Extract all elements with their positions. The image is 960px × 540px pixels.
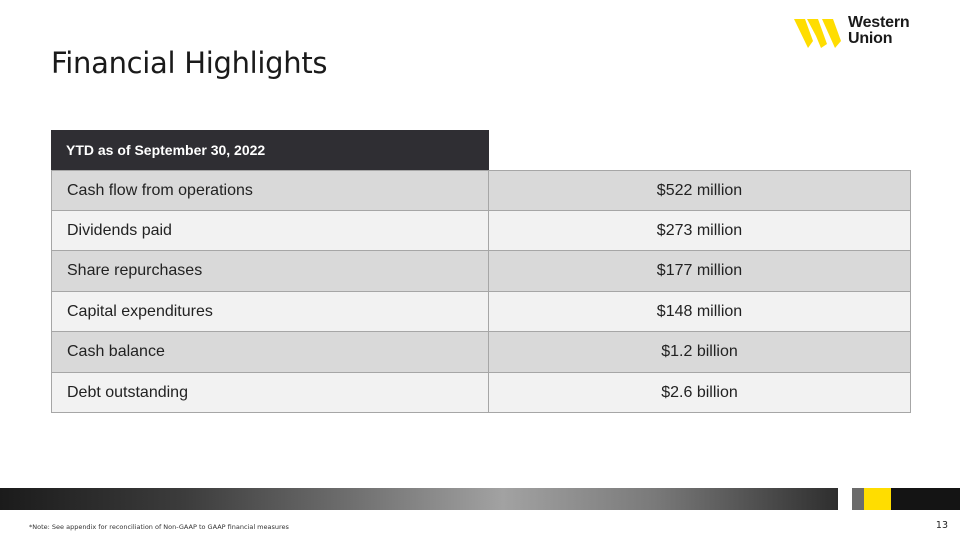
- page-number: 13: [935, 520, 948, 531]
- table-row: Dividends paid $273 million: [51, 210, 911, 251]
- row-value: $1.2 billion: [489, 332, 911, 373]
- row-value: $2.6 billion: [489, 372, 911, 413]
- western-union-w-icon: [794, 19, 841, 48]
- table-header-cell: YTD as of September 30, 2022: [51, 130, 489, 170]
- row-label: Dividends paid: [51, 210, 489, 251]
- table-header-row: YTD as of September 30, 2022: [51, 130, 911, 170]
- table-row: Debt outstanding $2.6 billion: [51, 372, 911, 413]
- financial-highlights-table: YTD as of September 30, 2022 Cash flow f…: [51, 130, 911, 413]
- footnote: *Note: See appendix for reconciliation o…: [29, 523, 289, 531]
- row-value: $273 million: [489, 210, 911, 251]
- table-row: Cash flow from operations $522 million: [51, 170, 911, 211]
- row-label: Capital expenditures: [51, 291, 489, 332]
- table-row: Capital expenditures $148 million: [51, 291, 911, 332]
- row-label: Cash flow from operations: [51, 170, 489, 211]
- row-label: Debt outstanding: [51, 372, 489, 413]
- footer-yellow-block: [864, 488, 891, 510]
- western-union-logo: Western Union: [794, 15, 924, 51]
- logo-wordmark: Western Union: [848, 14, 910, 47]
- logo-line-1: Western: [848, 14, 910, 31]
- row-value: $148 million: [489, 291, 911, 332]
- row-value: $522 million: [489, 170, 911, 211]
- table-row: Share repurchases $177 million: [51, 251, 911, 292]
- logo-line-2: Union: [848, 29, 893, 47]
- slide-title: Financial Highlights: [51, 46, 328, 80]
- footer-grey-block: [852, 488, 864, 510]
- table-row: Cash balance $1.2 billion: [51, 332, 911, 373]
- footer-gradient-bar: [0, 488, 838, 510]
- row-label: Cash balance: [51, 332, 489, 373]
- table-header-empty: [489, 130, 911, 170]
- row-value: $177 million: [489, 251, 911, 292]
- footer-black-block: [891, 488, 960, 510]
- row-label: Share repurchases: [51, 251, 489, 292]
